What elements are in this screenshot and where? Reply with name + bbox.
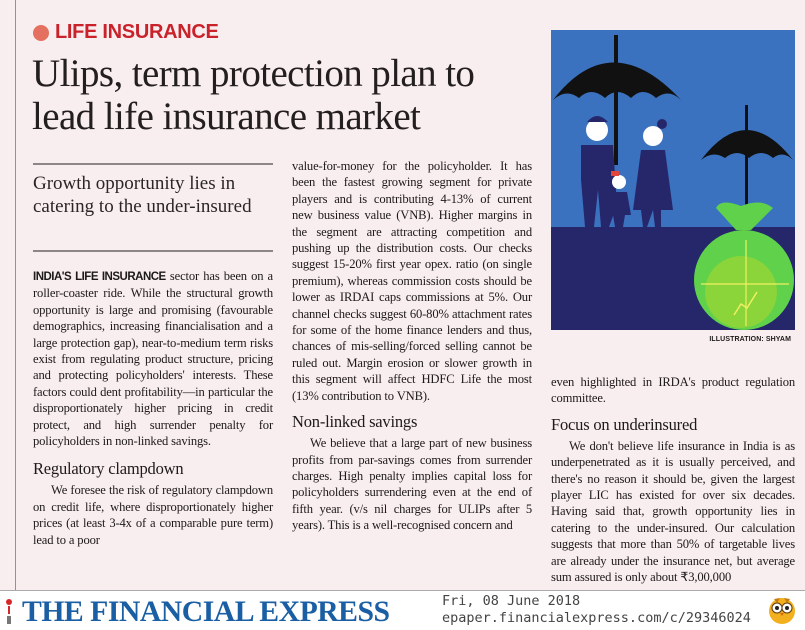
lead-caps: INDIA'S LIFE INSURANCE	[33, 271, 166, 283]
kicker-dot-icon	[33, 24, 49, 41]
edition-date: Fri, 08 June 2018	[442, 593, 581, 609]
illustration-credit: ILLUSTRATION: SHYAM	[709, 336, 791, 343]
paragraph: We believe that a large part of new busi…	[292, 436, 532, 533]
subhead-focus: Focus on underinsured	[551, 414, 698, 434]
footer-meta: Fri, 08 June 2018 epaper.financialexpres…	[442, 593, 751, 627]
headline: Ulips, term protection plan to lead life…	[32, 52, 475, 138]
deck-bottom-rule	[33, 250, 273, 252]
column-3: even highlighted in IRDA's product regul…	[551, 374, 795, 585]
masthead-logo: THE FINANCIAL EXPRESS	[22, 595, 390, 628]
illustration: ILLUSTRATION: SHYAM	[551, 30, 795, 343]
section-kicker: LIFE INSURANCE	[33, 21, 219, 44]
lead-paragraph: INDIA'S LIFE INSURANCE sector has been o…	[33, 268, 273, 449]
epaper-url[interactable]: epaper.financialexpress.com/c/29346024	[442, 610, 751, 626]
family-umbrella-illustration	[551, 30, 795, 330]
deck: Growth opportunity lies in catering to t…	[33, 173, 252, 217]
paragraph: We don't believe life insurance in India…	[551, 438, 795, 585]
kicker-label: LIFE INSURANCE	[55, 21, 219, 43]
column-1: INDIA'S LIFE INSURANCE sector has been o…	[33, 268, 273, 548]
paragraph: We foresee the risk of regulatory clampd…	[33, 483, 273, 547]
column-2: value-for-money for the policyholder. It…	[292, 158, 532, 534]
epaper-footer: THE FINANCIAL EXPRESS Fri, 08 June 2018 …	[0, 590, 805, 630]
owl-mascot-icon[interactable]	[766, 593, 798, 625]
lead-text: sector has been on a roller-coaster ride…	[33, 269, 273, 449]
paragraph: even highlighted in IRDA's product regul…	[551, 375, 795, 406]
masthead-mark-icon	[6, 599, 12, 624]
page-edge-line	[15, 0, 16, 590]
deck-top-rule	[33, 163, 273, 165]
subhead-regulatory: Regulatory clampdown	[33, 459, 184, 479]
subhead-nonlinked: Non-linked savings	[292, 412, 418, 432]
paragraph: value-for-money for the policyholder. It…	[292, 159, 532, 403]
